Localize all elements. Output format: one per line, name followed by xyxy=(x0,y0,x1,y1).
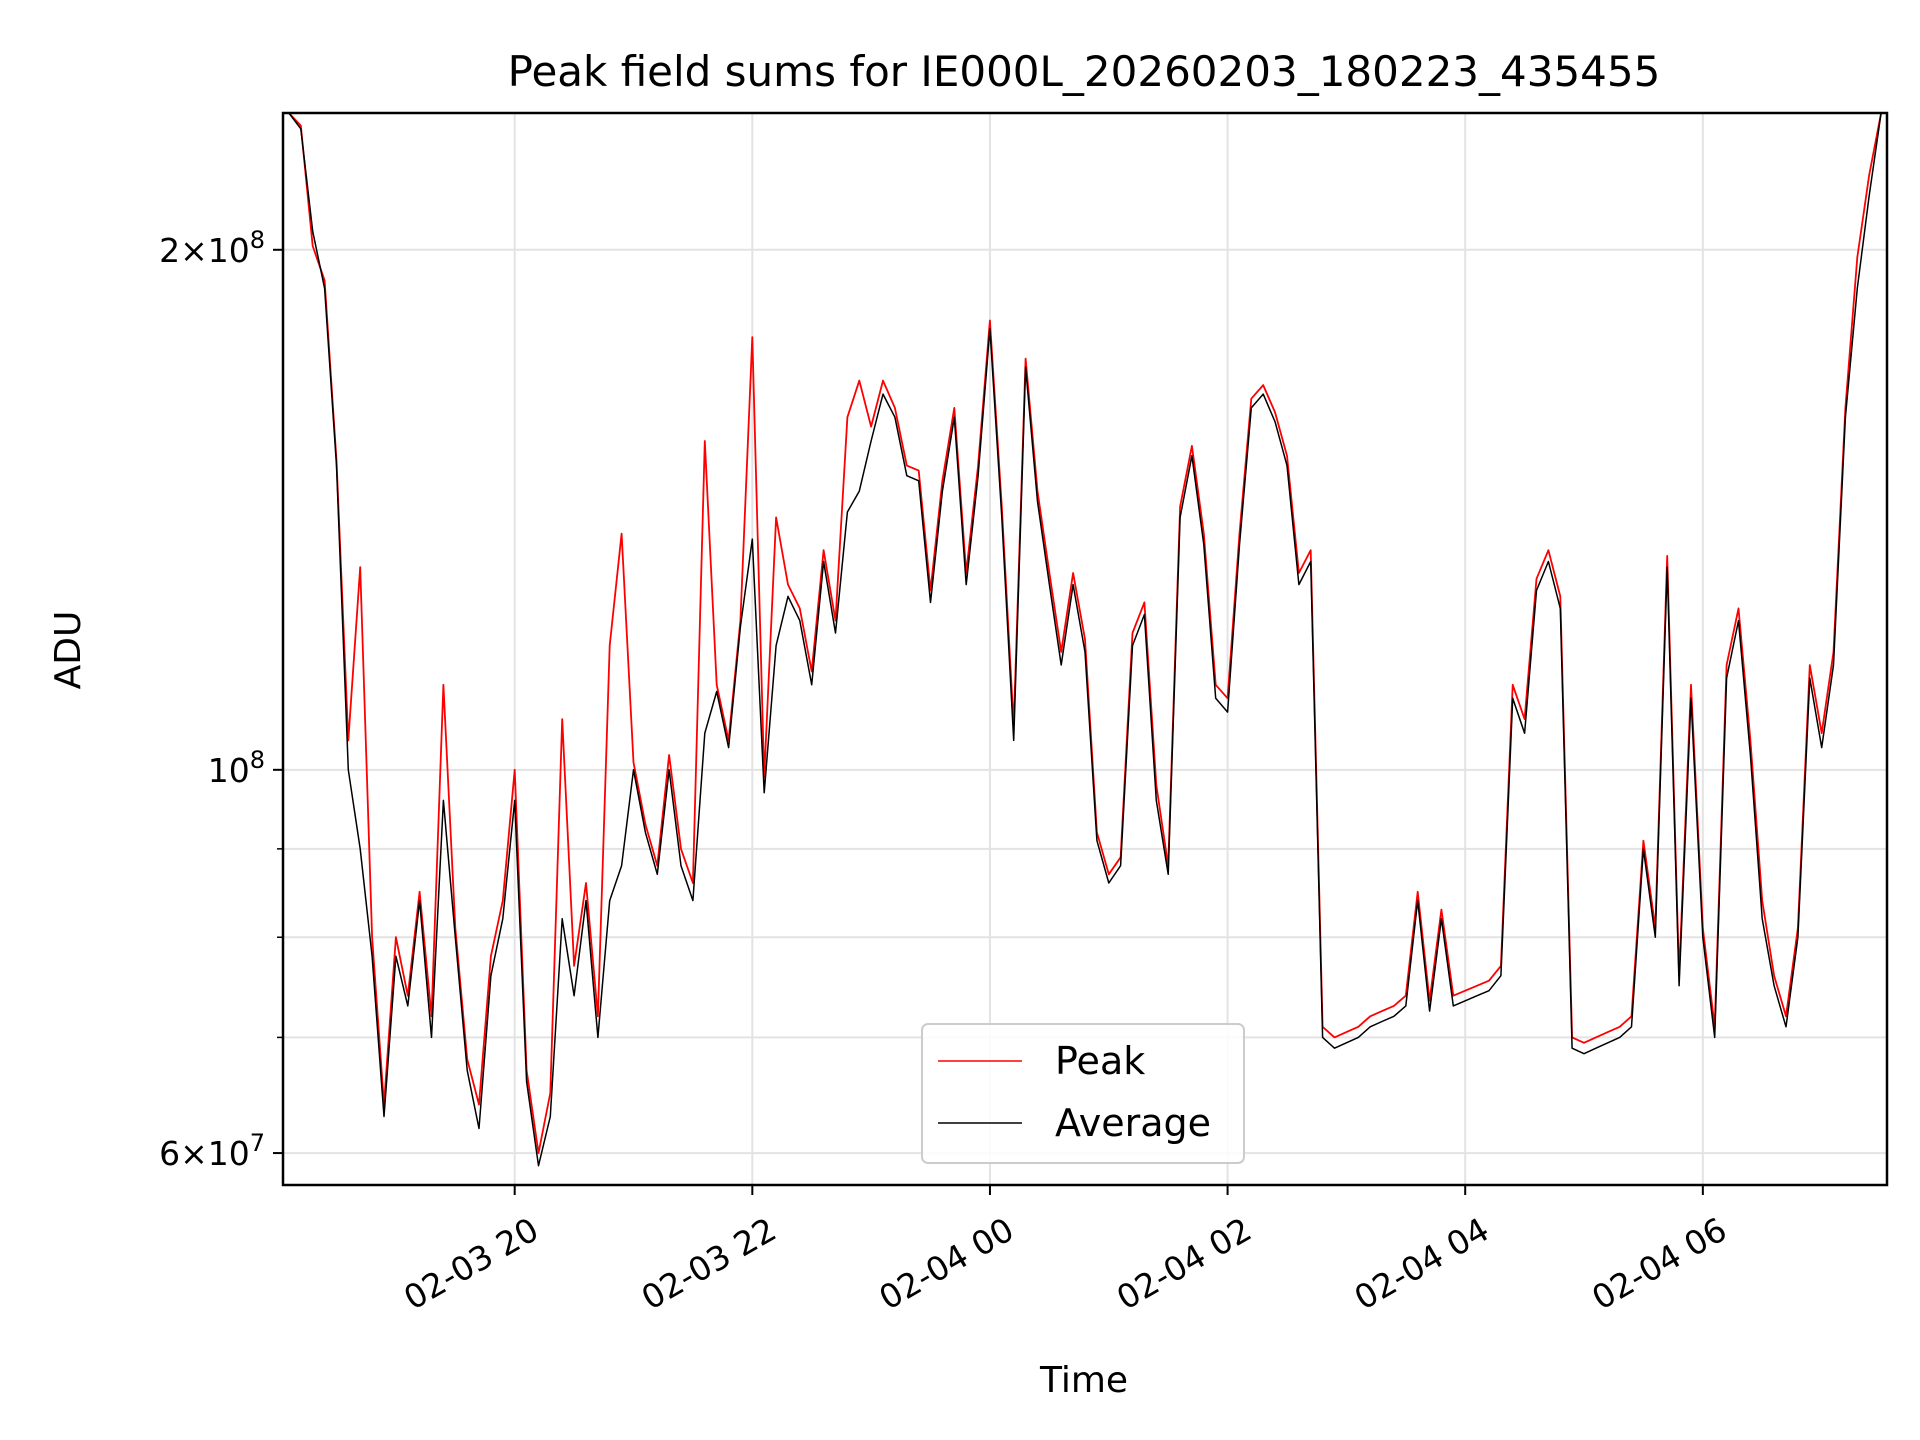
y-tick-label: 108 xyxy=(208,746,265,790)
y-tick-label: 2×108 xyxy=(159,226,265,270)
peak-series-line xyxy=(288,113,1882,1154)
chart-title: Peak field sums for IE000L_20260203_1802… xyxy=(508,47,1661,96)
average-series-line xyxy=(288,113,1882,1167)
legend-peak-label: Peak xyxy=(1055,1039,1145,1083)
plot-frame xyxy=(281,111,1889,1187)
legend-average-label: Average xyxy=(1055,1101,1211,1145)
legend: Peak Average xyxy=(921,1023,1245,1164)
series-lines xyxy=(288,113,1882,1167)
y-axis: 2×108 108 6×107 xyxy=(159,226,283,1173)
y-tick-label: 6×107 xyxy=(159,1129,265,1173)
legend-box xyxy=(921,1023,1245,1164)
y-axis-label: ADU xyxy=(48,611,89,690)
x-axis-label: Time xyxy=(1039,1360,1128,1401)
